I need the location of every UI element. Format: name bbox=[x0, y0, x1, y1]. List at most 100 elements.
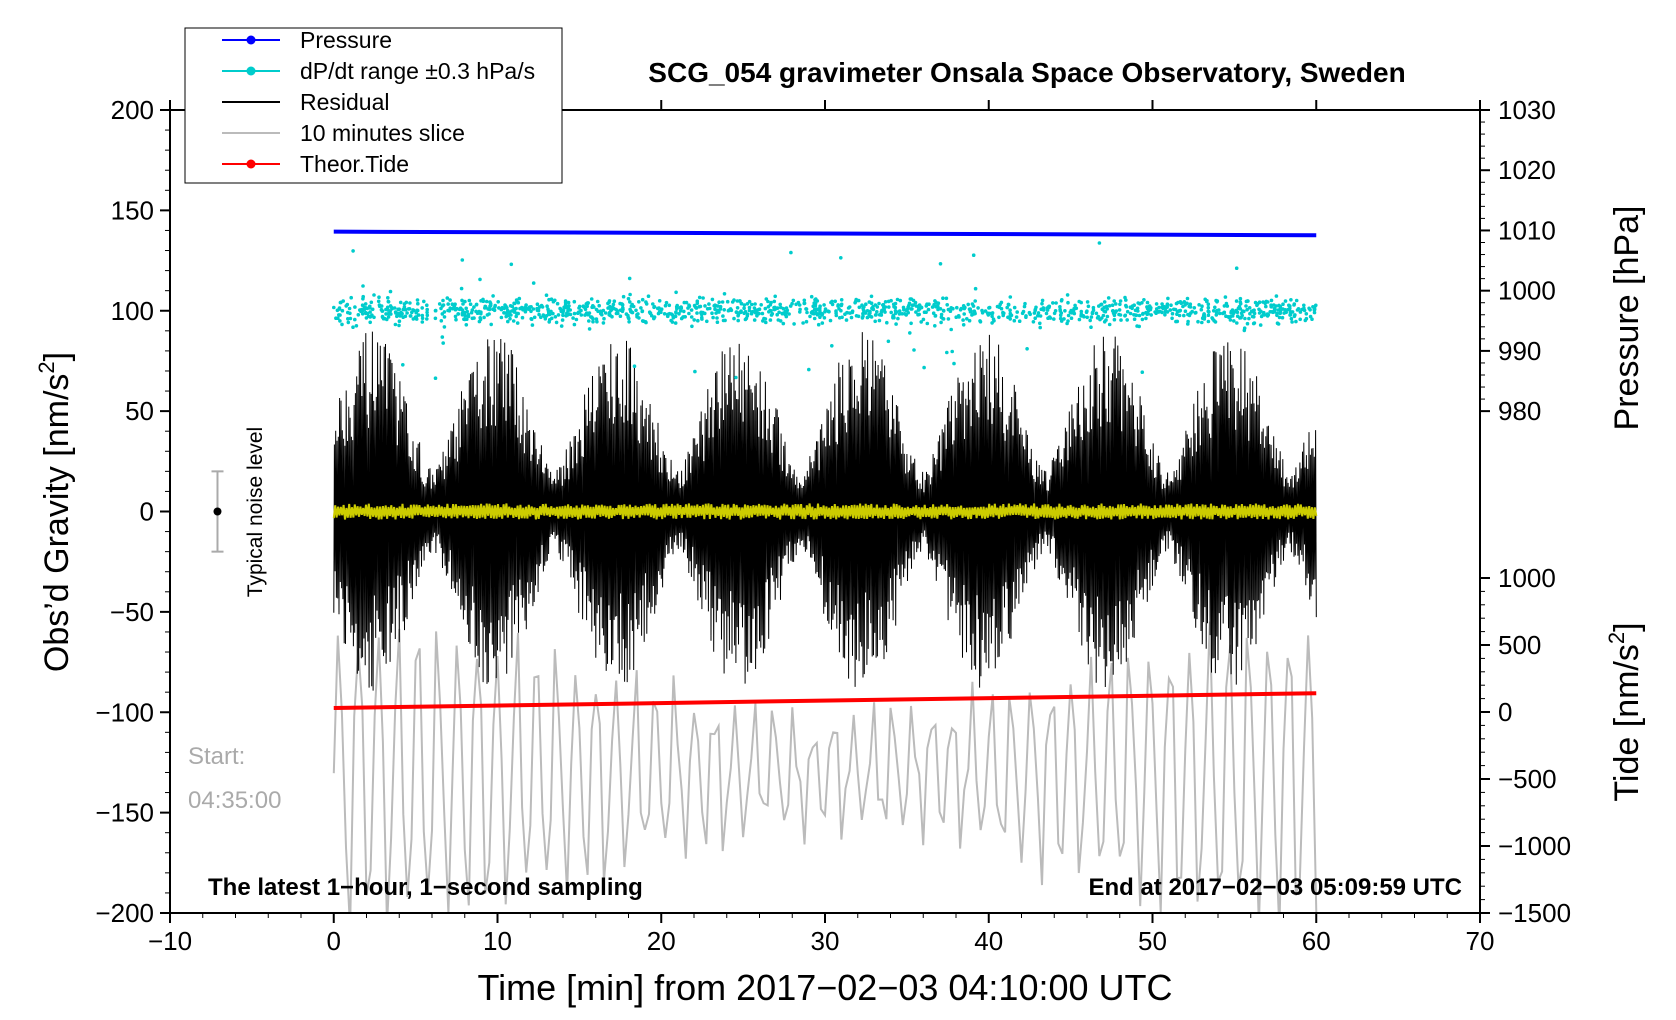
dpdt-point bbox=[1079, 309, 1084, 314]
dpdt-point bbox=[1088, 318, 1092, 323]
dpdt-point bbox=[1058, 305, 1062, 309]
dpdt-point bbox=[1110, 303, 1115, 308]
dpdt-point bbox=[353, 317, 357, 322]
dpdt-point bbox=[1008, 295, 1013, 299]
tide-tick-label: 500 bbox=[1498, 630, 1541, 660]
dpdt-point bbox=[433, 308, 438, 313]
dpdt-point bbox=[348, 316, 353, 321]
dpdt-point bbox=[1252, 311, 1257, 316]
dpdt-point bbox=[568, 308, 572, 312]
dpdt-point bbox=[887, 305, 891, 309]
dpdt-point bbox=[1174, 301, 1179, 306]
dpdt-point bbox=[922, 310, 927, 315]
dpdt-point bbox=[587, 327, 592, 331]
dpdt-point bbox=[1107, 322, 1112, 327]
dpdt-point bbox=[651, 302, 655, 306]
dpdt-point bbox=[577, 310, 582, 314]
residual-series bbox=[333, 331, 1317, 691]
chart-title: SCG_054 gravimeter Onsala Space Observat… bbox=[648, 57, 1405, 88]
dpdt-point bbox=[935, 303, 940, 308]
dpdt-point bbox=[695, 311, 699, 315]
dpdt-point bbox=[700, 317, 704, 321]
y-tick-label: 150 bbox=[111, 195, 154, 225]
dpdt-point bbox=[742, 303, 747, 307]
dpdt-point bbox=[1058, 316, 1063, 321]
dpdt-point bbox=[756, 308, 760, 312]
dpdt-point bbox=[464, 323, 469, 327]
dpdt-point bbox=[714, 311, 718, 315]
dpdt-point bbox=[1017, 319, 1022, 324]
dpdt-point bbox=[675, 307, 679, 311]
dpdt-point bbox=[612, 299, 617, 304]
legend-marker bbox=[246, 159, 256, 169]
dpdt-point bbox=[792, 322, 796, 326]
legend-box bbox=[184, 27, 563, 184]
dpdt-point bbox=[481, 297, 485, 302]
y-tick-label: −200 bbox=[95, 898, 154, 928]
dpdt-point bbox=[628, 292, 632, 297]
dpdt-point bbox=[474, 302, 479, 307]
tide-tick-label: 0 bbox=[1498, 697, 1512, 727]
dpdt-point bbox=[1058, 313, 1063, 318]
dpdt-point bbox=[812, 316, 817, 321]
dpdt-point bbox=[632, 364, 637, 369]
dpdt-point bbox=[813, 302, 817, 306]
dpdt-point bbox=[583, 307, 588, 312]
dpdt-point bbox=[971, 304, 976, 308]
dpdt-point bbox=[640, 297, 645, 302]
dpdt-point bbox=[1091, 308, 1096, 313]
dpdt-point bbox=[747, 305, 752, 310]
dpdt-point bbox=[641, 319, 646, 324]
x-tick-label: 60 bbox=[1302, 926, 1331, 956]
dpdt-point bbox=[479, 311, 483, 316]
dpdt-point bbox=[1224, 301, 1229, 306]
dpdt-point bbox=[652, 316, 656, 321]
dpdt-point bbox=[637, 300, 641, 304]
dpdt-point bbox=[881, 302, 886, 307]
dpdt-point bbox=[1163, 313, 1167, 317]
dpdt-point bbox=[1238, 296, 1243, 301]
dpdt-point bbox=[354, 324, 359, 328]
dpdt-point bbox=[388, 304, 393, 308]
dpdt-point bbox=[597, 303, 601, 308]
dpdt-point bbox=[987, 305, 992, 310]
dpdt-point bbox=[1112, 299, 1116, 303]
dpdt-point bbox=[450, 306, 455, 311]
dpdt-point bbox=[963, 305, 967, 310]
dpdt-point bbox=[1032, 311, 1037, 315]
pressure-line bbox=[333, 229, 1317, 238]
dpdt-point bbox=[646, 294, 651, 299]
dpdt-point bbox=[670, 313, 675, 317]
dpdt-point bbox=[679, 305, 683, 309]
dpdt-point bbox=[572, 311, 577, 316]
dpdt-point bbox=[1044, 311, 1049, 316]
y-tick-label: 100 bbox=[111, 296, 154, 326]
dpdt-point bbox=[589, 297, 594, 301]
dpdt-point bbox=[551, 311, 555, 316]
dpdt-point bbox=[506, 319, 510, 324]
dpdt-point bbox=[764, 320, 768, 325]
dpdt-point bbox=[836, 304, 840, 308]
dpdt-point bbox=[1117, 308, 1122, 312]
dpdt-point bbox=[839, 255, 843, 260]
dpdt-point bbox=[810, 309, 815, 314]
dpdt-point bbox=[897, 309, 902, 313]
dpdt-point bbox=[1292, 303, 1296, 307]
dpdt-point bbox=[484, 299, 489, 304]
dpdt-point bbox=[445, 296, 450, 300]
dpdt-point bbox=[1255, 303, 1259, 308]
dpdt-point bbox=[805, 310, 809, 315]
dpdt-point bbox=[750, 302, 754, 307]
dpdt-point bbox=[735, 306, 740, 310]
dpdt-point bbox=[678, 309, 683, 313]
dpdt-point bbox=[482, 315, 486, 320]
dpdt-point bbox=[513, 301, 517, 306]
dpdt-point bbox=[441, 341, 446, 345]
tide-tick-label: −1500 bbox=[1498, 898, 1571, 928]
dpdt-point bbox=[921, 317, 926, 322]
dpdt-point bbox=[1008, 311, 1013, 316]
dpdt-point bbox=[705, 307, 710, 311]
dpdt-point bbox=[515, 321, 520, 325]
dpdt-point bbox=[816, 322, 821, 327]
dpdt-point bbox=[715, 316, 719, 320]
